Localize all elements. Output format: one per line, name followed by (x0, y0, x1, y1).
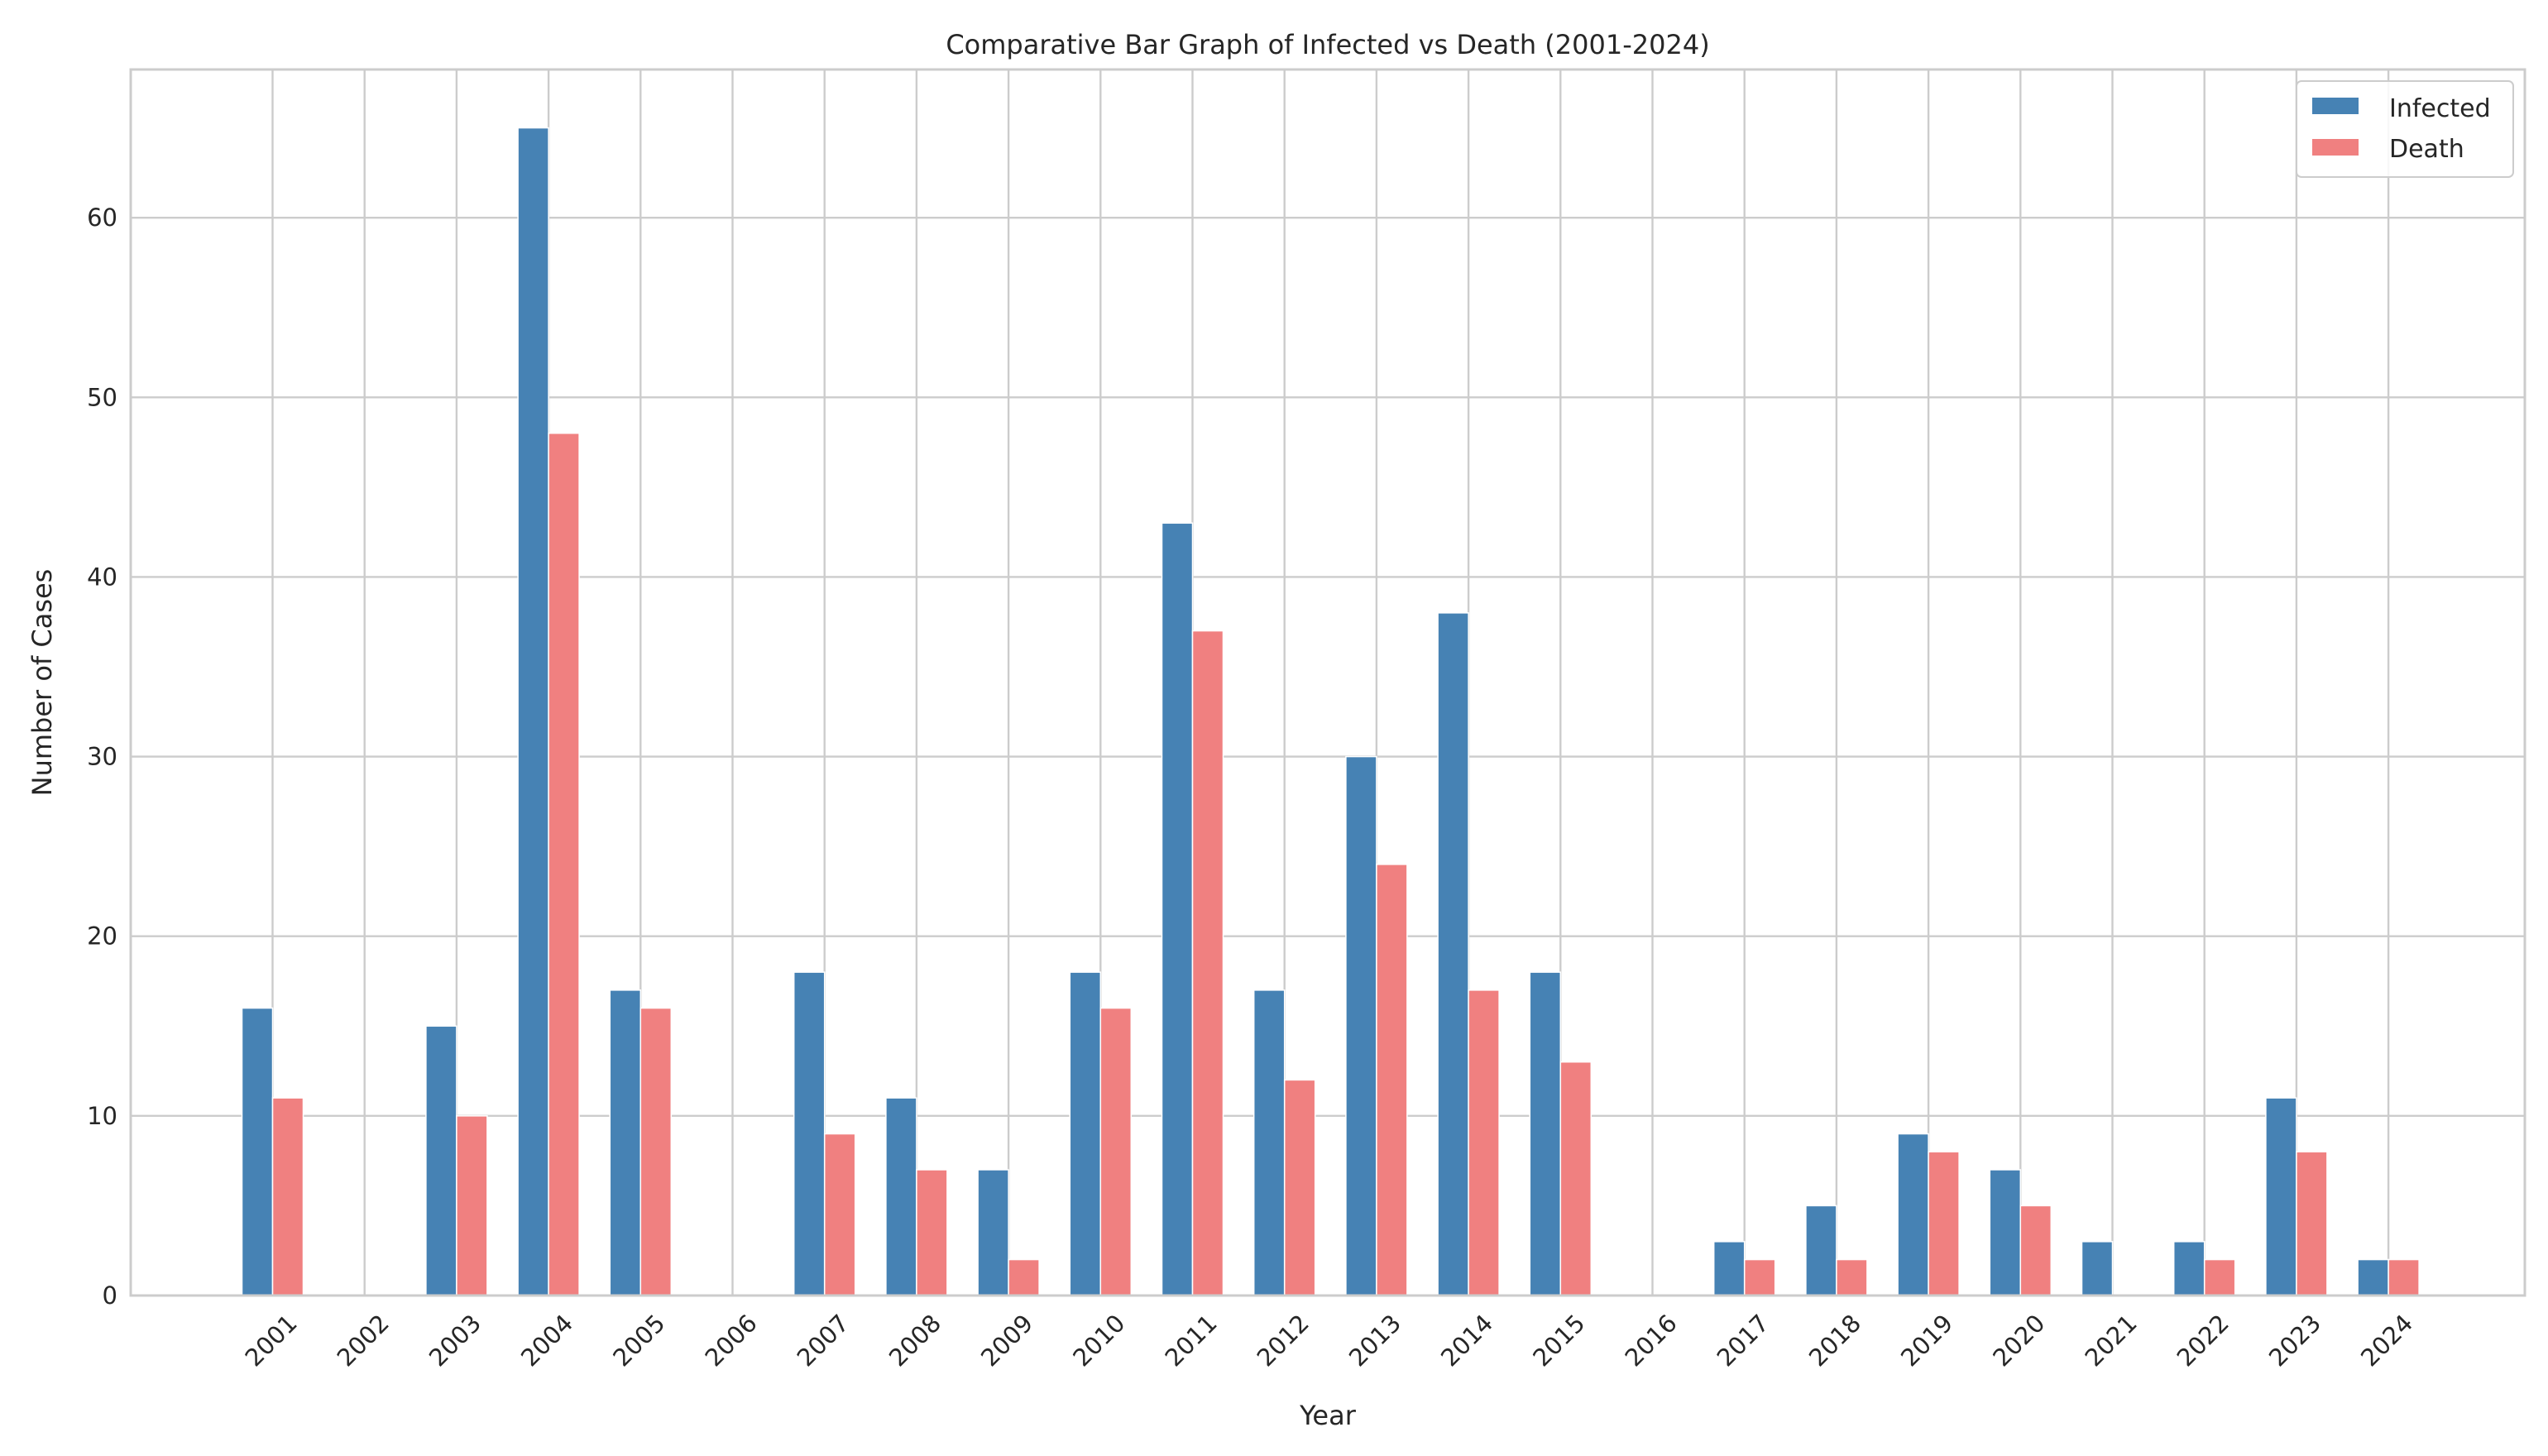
bar-infected-2017 (1712, 1241, 1746, 1296)
bar-infected-2010 (1069, 971, 1102, 1296)
bar-death-2012 (1283, 1079, 1316, 1296)
bar-infected-2007 (793, 971, 826, 1296)
bar-death-2011 (1191, 630, 1224, 1296)
bar-death-2023 (2296, 1151, 2328, 1296)
bar-infected-2008 (885, 1097, 917, 1296)
y-tick-label: 60 (87, 204, 117, 232)
y-tick-label: 30 (87, 743, 117, 771)
bar-infected-2023 (2265, 1097, 2297, 1296)
bar-death-2015 (1559, 1061, 1592, 1296)
legend-swatch-death (2312, 139, 2359, 156)
bar-death-2020 (2019, 1205, 2052, 1296)
legend: Infected Death (2296, 80, 2514, 178)
bar-infected-2019 (1897, 1133, 1929, 1296)
bar-infected-2004 (517, 127, 549, 1296)
bar-infected-2003 (425, 1025, 457, 1296)
bar-infected-2020 (1989, 1169, 2022, 1296)
bar-infected-2024 (2357, 1258, 2389, 1296)
bar-infected-2014 (1437, 612, 1469, 1296)
bar-infected-2001 (241, 1007, 274, 1296)
bar-infected-2005 (609, 989, 642, 1296)
bar-death-2003 (456, 1115, 488, 1296)
legend-label-infected: Infected (2389, 94, 2491, 123)
x-axis-label: Year (1299, 1400, 1357, 1431)
bar-death-2018 (1836, 1258, 1868, 1296)
bar-death-2007 (823, 1133, 856, 1296)
bar-death-2019 (1928, 1151, 1960, 1296)
y-tick-label: 40 (87, 563, 117, 591)
y-tick-label: 20 (87, 922, 117, 951)
y-tick-label: 50 (87, 383, 117, 411)
y-tick-label: 0 (103, 1281, 117, 1310)
plot-frame (129, 68, 2526, 1297)
bar-death-2001 (271, 1097, 304, 1296)
bar-death-2017 (1743, 1258, 1776, 1296)
bar-death-2010 (1099, 1007, 1133, 1296)
bar-death-2004 (548, 432, 580, 1296)
y-axis-label: Number of Cases (26, 569, 58, 797)
bar-infected-2009 (977, 1169, 1009, 1296)
legend-label-death: Death (2389, 135, 2464, 164)
bar-death-2005 (639, 1007, 673, 1296)
bar-death-2022 (2203, 1258, 2236, 1296)
bar-death-2024 (2388, 1258, 2420, 1296)
bar-death-2013 (1376, 864, 1408, 1296)
bar-infected-2011 (1161, 522, 1194, 1296)
y-tick-label: 10 (87, 1102, 117, 1130)
bar-infected-2015 (1529, 971, 1562, 1296)
bar-infected-2018 (1805, 1205, 1837, 1296)
bar-infected-2013 (1345, 755, 1377, 1296)
chart-title: Comparative Bar Graph of Infected vs Dea… (946, 29, 1709, 60)
bar-death-2009 (1008, 1258, 1040, 1296)
bar-infected-2021 (2081, 1241, 2114, 1296)
bar-death-2008 (916, 1169, 948, 1296)
bar-death-2014 (1468, 989, 1500, 1296)
bar-infected-2012 (1252, 989, 1286, 1296)
legend-swatch-infected (2312, 98, 2359, 114)
bar-infected-2022 (2172, 1241, 2206, 1296)
